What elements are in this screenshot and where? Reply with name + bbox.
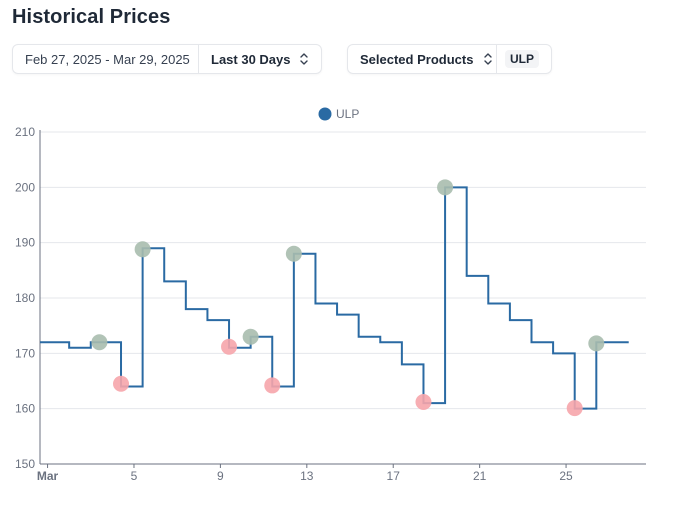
y-tick-label: 200 bbox=[15, 180, 35, 194]
legend: ULP bbox=[318, 107, 359, 121]
date-range-picker[interactable]: Feb 27, 2025 - Mar 29, 2025 bbox=[13, 45, 199, 73]
price-high-marker[interactable] bbox=[134, 241, 151, 258]
grid-lines bbox=[40, 131, 646, 410]
price-high-marker[interactable] bbox=[588, 335, 605, 352]
series-layer bbox=[40, 186, 629, 410]
price-low-marker[interactable] bbox=[415, 394, 432, 411]
x-tick-label: 17 bbox=[387, 469, 401, 483]
chevron-up-down-icon bbox=[300, 53, 308, 65]
price-low-marker[interactable] bbox=[113, 375, 130, 392]
x-tick-label: 21 bbox=[473, 469, 487, 483]
products-select[interactable]: Selected Products bbox=[348, 45, 497, 73]
product-filter-group: Selected Products ULP bbox=[347, 44, 552, 74]
markers-layer bbox=[91, 179, 605, 417]
price-high-marker[interactable] bbox=[242, 328, 259, 345]
x-tick-label: 13 bbox=[300, 469, 314, 483]
y-tick-label: 170 bbox=[15, 346, 35, 360]
price-high-marker[interactable] bbox=[91, 334, 108, 351]
chevron-up-down-icon bbox=[484, 53, 493, 65]
period-select[interactable]: Last 30 Days bbox=[199, 45, 321, 73]
x-tick-label: 5 bbox=[131, 469, 138, 483]
axes: 150 160 170 180 190 200 210 Mar 5 9 13 17 21 25 bbox=[15, 125, 646, 483]
y-tick-label: 150 bbox=[15, 457, 35, 471]
price-low-marker[interactable] bbox=[264, 377, 281, 394]
price-low-marker[interactable] bbox=[221, 338, 238, 355]
price-high-marker[interactable] bbox=[437, 179, 454, 196]
y-tick-label: 210 bbox=[15, 125, 35, 139]
x-tick-label: 25 bbox=[559, 469, 573, 483]
price-low-marker[interactable] bbox=[566, 400, 583, 417]
x-tick-label: 9 bbox=[217, 469, 224, 483]
legend-swatch-ulp bbox=[318, 107, 332, 121]
price-high-marker[interactable] bbox=[285, 245, 302, 262]
y-tick-label: 190 bbox=[15, 236, 35, 250]
products-select-label: Selected Products bbox=[360, 51, 474, 67]
page-title: Historical Prices bbox=[12, 6, 171, 28]
product-chip[interactable]: ULP bbox=[505, 50, 539, 68]
y-tick-label: 160 bbox=[15, 402, 35, 416]
x-tick-label: Mar bbox=[37, 469, 59, 483]
legend-label-ulp: ULP bbox=[336, 107, 359, 121]
date-range-label: Feb 27, 2025 - Mar 29, 2025 bbox=[25, 51, 190, 67]
series-line-ulp bbox=[40, 186, 629, 410]
date-filter-group: Feb 27, 2025 - Mar 29, 2025 Last 30 Days bbox=[12, 44, 322, 74]
y-tick-label: 180 bbox=[15, 291, 35, 305]
period-select-label: Last 30 Days bbox=[211, 51, 291, 67]
